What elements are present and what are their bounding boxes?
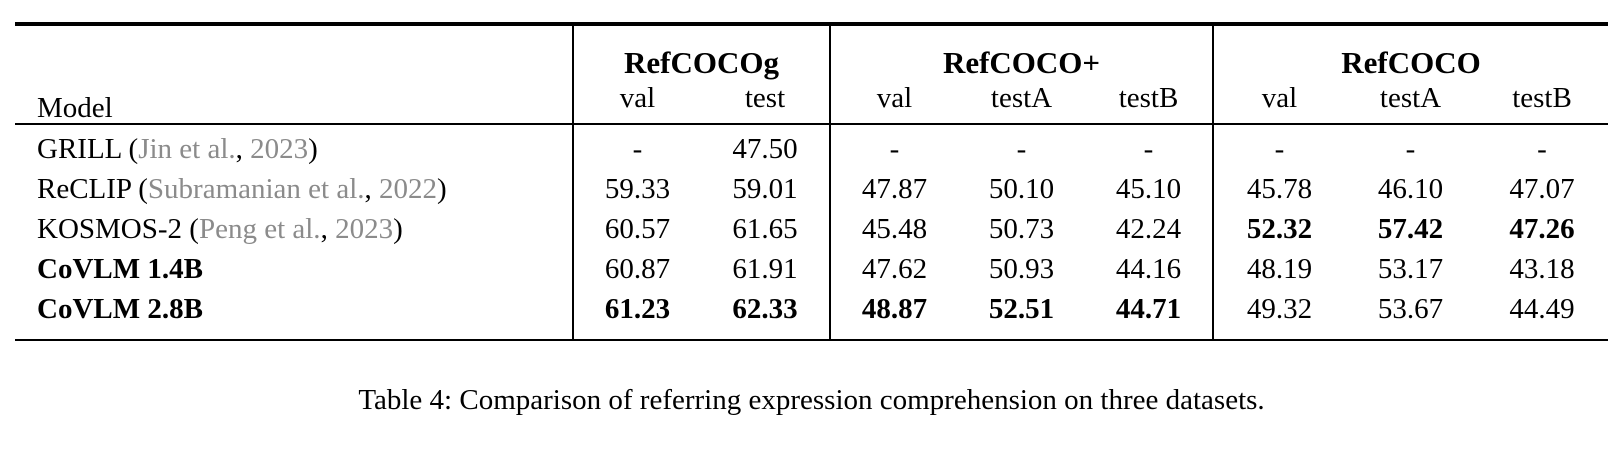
row-covlm-2-8b: CoVLM 2.8B 61.23 62.33 48.87 52.51 44.71…	[15, 289, 1609, 341]
citation-open-paren: (	[182, 213, 199, 245]
cell: 43.18	[1509, 253, 1575, 285]
cell: 60.87	[572, 249, 701, 289]
cell: 46.10	[1377, 173, 1444, 205]
citation-authors: Jin et al.	[138, 133, 236, 165]
group-header-refcoco-plus: RefCOCO+	[829, 24, 1214, 80]
citation-year: 2023	[335, 213, 394, 245]
cell-best: 47.26	[1509, 213, 1575, 245]
subheader-refcoco-testa: testA	[1345, 80, 1477, 125]
cell: 53.67	[1345, 289, 1477, 341]
citation-authors: Peng et al.	[198, 213, 321, 245]
model-name: GRILL	[37, 133, 122, 165]
cell-best: 52.51	[958, 289, 1086, 341]
cell-best: 62.33	[701, 289, 831, 341]
cell: 45.48	[829, 209, 959, 249]
row-covlm-1-4b: CoVLM 1.4B 60.87 61.91 47.62 50.93 44.16…	[15, 249, 1608, 289]
cell: -	[1405, 133, 1416, 165]
cell: 47.62	[829, 249, 959, 289]
cell: 47.87	[829, 169, 959, 209]
row-reclip: ReCLIP (Subramanian et al., 2022) 59.33 …	[15, 169, 1608, 209]
row-grill: GRILL (Jin et al., 2023) - 47.50 - - - -…	[15, 124, 1608, 169]
results-table: Model RefCOCOg RefCOCO+ RefCOCO val test…	[15, 22, 1609, 341]
citation-open-paren: (	[130, 173, 148, 205]
cell: 60.57	[572, 209, 701, 249]
cell: -	[1143, 133, 1154, 165]
citation-close-paren: )	[437, 173, 447, 205]
citation-open-paren: (	[121, 133, 139, 165]
citation-year: 2023	[250, 133, 309, 165]
cell: 47.07	[1509, 173, 1575, 205]
cell: -	[1016, 133, 1027, 165]
cell: -	[829, 124, 959, 169]
subheader-refcoco-plus-testa: testA	[958, 80, 1086, 125]
subheader-refcoco-testb: testB	[1476, 80, 1609, 125]
cell-best: 44.71	[1085, 289, 1214, 341]
group-header-refcocog: RefCOCOg	[571, 24, 831, 80]
model-cell: ReCLIP (Subramanian et al., 2022)	[15, 169, 573, 209]
cell: 48.19	[1212, 249, 1346, 289]
subheader-refcocog-val: val	[572, 80, 701, 125]
model-cell: CoVLM 1.4B	[15, 249, 573, 289]
cell-best: 52.32	[1212, 209, 1346, 249]
subheader-refcocog-test: test	[701, 80, 831, 125]
model-cell: CoVLM 2.8B	[15, 289, 573, 341]
group-header-refcoco: RefCOCO	[1212, 24, 1609, 80]
cell: 47.50	[732, 133, 798, 165]
table-caption: Table 4: Comparison of referring express…	[358, 384, 1265, 416]
cell: 59.01	[732, 173, 798, 205]
cell: 50.73	[988, 213, 1055, 245]
cell: -	[572, 124, 701, 169]
cell: 61.65	[732, 213, 798, 245]
column-header-model: Model	[15, 24, 573, 125]
cell: 45.10	[1115, 173, 1182, 205]
model-cell: KOSMOS-2 (Peng et al., 2023)	[15, 209, 573, 249]
citation-year: 2022	[379, 173, 438, 205]
subheader-refcoco-plus-val: val	[829, 80, 959, 125]
cell: 50.93	[988, 253, 1055, 285]
subheader-refcoco-plus-testb: testB	[1085, 80, 1214, 125]
cell: 53.17	[1377, 253, 1444, 285]
cell: -	[1212, 124, 1346, 169]
citation-close-paren: )	[393, 213, 403, 245]
subheader-refcoco-val: val	[1212, 80, 1346, 125]
cell: 44.16	[1115, 253, 1182, 285]
model-name: KOSMOS-2	[37, 213, 183, 245]
cell: 42.24	[1115, 213, 1182, 245]
table-header: Model RefCOCOg RefCOCO+ RefCOCO val test…	[15, 24, 1609, 125]
cell: -	[1537, 133, 1547, 165]
citation-comma: ,	[320, 213, 336, 245]
cell: 49.32	[1212, 289, 1346, 341]
model-name: ReCLIP	[37, 173, 131, 205]
cell: 59.33	[572, 169, 701, 209]
paper-table-figure: Model RefCOCOg RefCOCO+ RefCOCO val test…	[0, 22, 1623, 452]
citation-close-paren: )	[308, 133, 318, 165]
cell-best: 57.42	[1377, 213, 1444, 245]
header-row-splits: val test val testA testB val testA testB	[15, 80, 1609, 125]
cell: 50.10	[988, 173, 1055, 205]
header-row-groups: Model RefCOCOg RefCOCO+ RefCOCO	[15, 24, 1609, 125]
cell-best: 48.87	[829, 289, 959, 341]
model-cell: GRILL (Jin et al., 2023)	[15, 124, 573, 169]
table-body: GRILL (Jin et al., 2023) - 47.50 - - - -…	[15, 124, 1609, 341]
cell: 61.91	[732, 253, 798, 285]
cell-best: 61.23	[572, 289, 701, 341]
citation-comma: ,	[235, 133, 251, 165]
cell: 45.78	[1212, 169, 1346, 209]
citation-comma: ,	[364, 173, 380, 205]
citation-authors: Subramanian et al.	[147, 173, 365, 205]
model-name: CoVLM 1.4B	[37, 253, 203, 285]
cell: 44.49	[1476, 289, 1609, 341]
row-kosmos-2: KOSMOS-2 (Peng et al., 2023) 60.57 61.65…	[15, 209, 1608, 249]
model-name: CoVLM 2.8B	[37, 293, 203, 325]
